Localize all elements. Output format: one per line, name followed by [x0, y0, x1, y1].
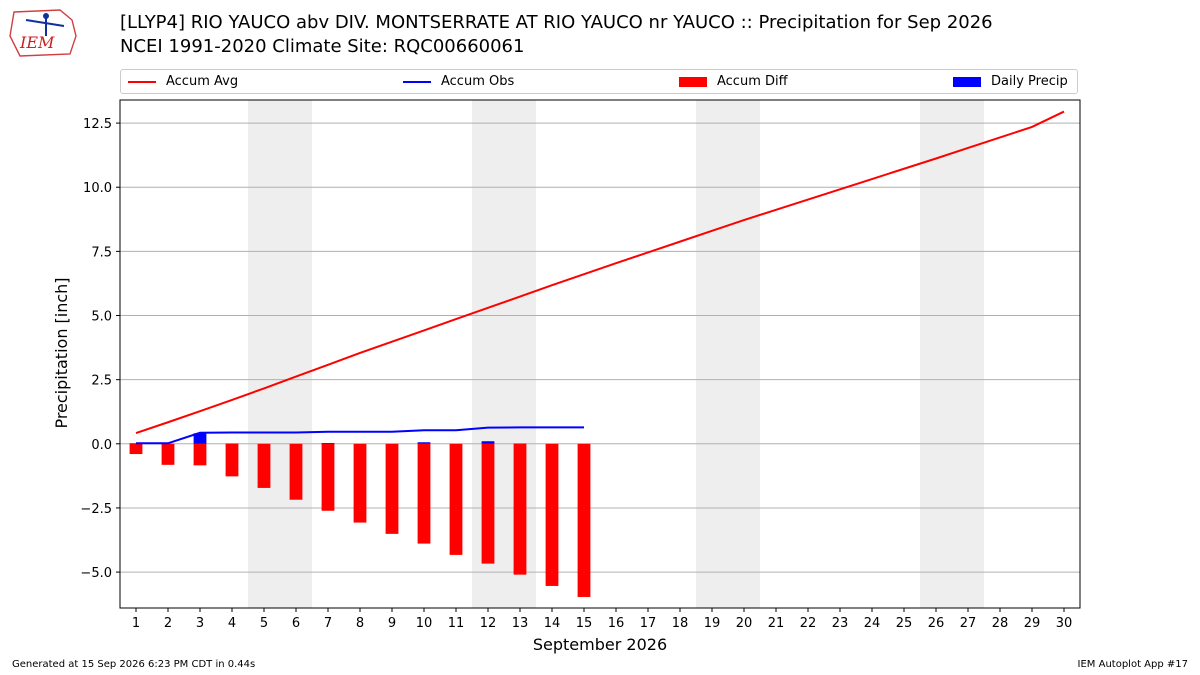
x-tick-label-13: 13	[512, 616, 529, 631]
x-tick-label-9: 9	[388, 616, 396, 631]
x-tick-label-23: 23	[832, 616, 849, 631]
accum-diff-bar-7	[321, 443, 335, 511]
accum-diff-bar-8	[353, 443, 367, 523]
y-tick-label-0: −5.0	[80, 566, 112, 581]
x-tick-label-30: 30	[1056, 616, 1073, 631]
x-tick-label-5: 5	[260, 616, 268, 631]
x-tick-label-21: 21	[768, 616, 785, 631]
x-tick-label-22: 22	[800, 616, 817, 631]
x-tick-label-28: 28	[992, 616, 1009, 631]
y-axis-label: Precipitation [inch]	[52, 277, 71, 428]
x-tick-label-3: 3	[196, 616, 204, 631]
y-tick-label-2: 0.0	[91, 438, 112, 453]
weekend-band-0	[248, 100, 312, 608]
chart-legend: Accum Avg Accum Obs Accum Diff Daily Pre…	[120, 69, 1078, 94]
accum-diff-bar-4	[225, 443, 239, 477]
accum-diff-bar-1	[129, 443, 143, 455]
y-tick-label-5: 7.5	[91, 245, 112, 260]
accum-diff-bar-15	[577, 443, 591, 597]
x-tick-label-1: 1	[132, 616, 140, 631]
x-tick-label-19: 19	[704, 616, 721, 631]
accum-diff-bar-13	[513, 443, 527, 575]
x-tick-label-10: 10	[416, 616, 433, 631]
plot-frame	[119, 99, 1081, 609]
accum-diff-bar-10	[417, 443, 431, 544]
x-tick-label-6: 6	[292, 616, 300, 631]
chart-title: [LLYP4] RIO YAUCO abv DIV. MONTSERRATE A…	[120, 12, 993, 33]
legend-swatch-accum-diff	[679, 77, 707, 87]
x-tick-label-7: 7	[324, 616, 332, 631]
x-tick-label-2: 2	[164, 616, 172, 631]
legend-swatch-accum-obs	[403, 81, 431, 83]
daily-precip-bar-10	[417, 442, 431, 444]
accum-avg-line	[135, 110, 1065, 434]
y-tick-label-6: 10.0	[83, 181, 112, 196]
daily-precip-bar-7	[321, 443, 335, 444]
x-axis-label: September 2026	[533, 635, 667, 654]
y-tick-label-3: 2.5	[91, 374, 112, 389]
legend-label-accum-obs: Accum Obs	[441, 74, 515, 89]
x-tick-label-25: 25	[896, 616, 913, 631]
chart-subtitle: NCEI 1991-2020 Climate Site: RQC00660061	[120, 36, 525, 57]
x-tick-label-18: 18	[672, 616, 689, 631]
daily-precip-bar-3	[193, 433, 207, 444]
accum-obs-line	[136, 426, 584, 445]
daily-precip-bar-12	[481, 441, 495, 444]
accum-diff-bar-6	[289, 443, 303, 500]
legend-label-accum-avg: Accum Avg	[166, 74, 239, 89]
x-tick-label-16: 16	[608, 616, 625, 631]
legend-swatch-accum-avg	[128, 81, 156, 83]
x-tick-label-24: 24	[864, 616, 881, 631]
legend-label-daily-precip: Daily Precip	[991, 74, 1068, 89]
x-tick-label-27: 27	[960, 616, 977, 631]
accum-diff-bar-2	[161, 443, 175, 465]
y-tick-label-4: 5.0	[91, 310, 112, 325]
footer-generated-text: Generated at 15 Sep 2026 6:23 PM CDT in …	[12, 659, 256, 670]
x-tick-label-17: 17	[640, 616, 657, 631]
accum-diff-bar-14	[545, 443, 559, 586]
accum-diff-bar-3	[193, 443, 207, 466]
accum-diff-bar-12	[481, 443, 495, 564]
x-tick-label-20: 20	[736, 616, 753, 631]
y-tick-label-7: 12.5	[83, 117, 112, 132]
x-tick-label-15: 15	[576, 616, 593, 631]
x-tick-label-11: 11	[448, 616, 465, 631]
accum-diff-bar-11	[449, 443, 463, 555]
weekend-band-2	[696, 100, 760, 608]
accum-diff-bar-9	[385, 443, 399, 534]
accum-diff-bar-5	[257, 443, 271, 488]
x-tick-label-4: 4	[228, 616, 236, 631]
x-tick-label-29: 29	[1024, 616, 1041, 631]
weekend-band-3	[920, 100, 984, 608]
x-tick-label-8: 8	[356, 616, 364, 631]
x-tick-label-12: 12	[480, 616, 497, 631]
legend-swatch-daily-precip	[953, 77, 981, 87]
logo-text: IEM	[19, 33, 55, 52]
x-tick-label-26: 26	[928, 616, 945, 631]
x-tick-label-14: 14	[544, 616, 561, 631]
y-tick-label-1: −2.5	[80, 502, 112, 517]
legend-label-accum-diff: Accum Diff	[717, 74, 788, 89]
iem-logo: IEM	[9, 9, 77, 57]
footer-app-text: IEM Autoplot App #17	[1077, 659, 1188, 670]
